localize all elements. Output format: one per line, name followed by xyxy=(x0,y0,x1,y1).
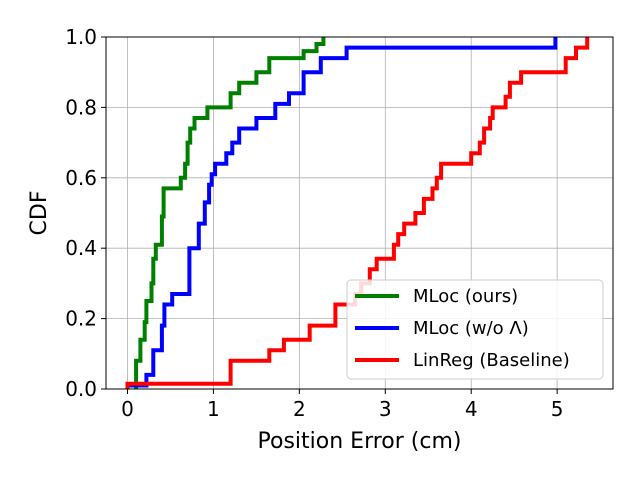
y-tick-label: 0.2 xyxy=(65,307,97,331)
y-tick-label: 0.8 xyxy=(65,95,97,119)
axis-ticks: 0 1 2 3 4 5 0.0 0.2 0.4 0.6 0.8 1.0 xyxy=(65,25,563,421)
y-tick-label: 0.6 xyxy=(65,166,97,190)
x-tick-label: 3 xyxy=(379,397,392,421)
x-tick-label: 5 xyxy=(551,397,564,421)
y-tick-label: 0.4 xyxy=(65,236,97,260)
legend-label-1: MLoc (w/o Λ) xyxy=(413,318,529,339)
legend: MLoc (ours) MLoc (w/o Λ) LinReg (Baseline) xyxy=(346,279,604,380)
x-tick-label: 2 xyxy=(293,397,306,421)
x-tick-label: 0 xyxy=(121,397,134,421)
legend-label-2: LinReg (Baseline) xyxy=(413,350,570,371)
series-lines xyxy=(125,37,590,389)
y-axis-title: CDF xyxy=(27,191,52,236)
x-tick-label: 4 xyxy=(465,397,478,421)
x-tick-label: 1 xyxy=(207,397,220,421)
legend-box xyxy=(346,279,604,380)
series-line-1 xyxy=(127,37,558,388)
plot-frame xyxy=(105,36,614,390)
series-line-2 xyxy=(125,37,590,389)
series-line-0 xyxy=(134,37,326,389)
y-tick-label: 1.0 xyxy=(65,25,97,49)
legend-label-0: MLoc (ours) xyxy=(413,286,518,307)
x-axis-title: Position Error (cm) xyxy=(258,429,462,454)
y-tick-label: 0.0 xyxy=(65,377,97,401)
